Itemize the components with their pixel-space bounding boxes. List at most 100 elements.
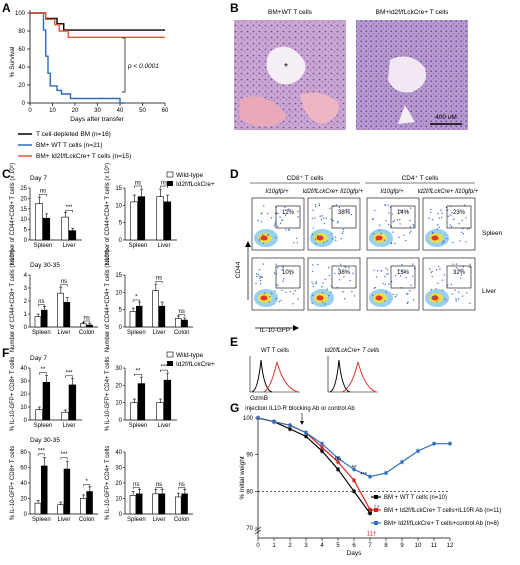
- flow-event: [276, 225, 279, 228]
- a-ytick-label: 0: [22, 101, 26, 107]
- flow-event: [432, 295, 434, 298]
- flow-event: [437, 282, 439, 285]
- flow-event: [436, 228, 438, 230]
- flow-event: [328, 274, 331, 277]
- category-label: Liver: [157, 423, 170, 429]
- panel-c-label: C: [2, 167, 11, 181]
- bar-wt: [129, 495, 137, 515]
- category-label: Spleen: [32, 517, 51, 523]
- a-xtick-label: 30: [94, 108, 101, 114]
- panel-a-legend: T cell-depleted BM (n=16) BM+ WT T cells…: [18, 131, 131, 160]
- bar-id2: [63, 301, 71, 328]
- flow-event: [269, 295, 271, 298]
- flow-density-core: [260, 235, 268, 241]
- sig-bracket: [160, 185, 168, 188]
- g-point: [336, 456, 340, 460]
- flow-event: [388, 212, 390, 214]
- bar-wt: [129, 311, 137, 328]
- flow-event: [456, 267, 458, 269]
- a-series-line-2: [30, 12, 165, 38]
- sig-label: ns: [83, 316, 89, 322]
- flow-event: [349, 279, 351, 282]
- flow-event: [294, 290, 296, 292]
- flow-event: [441, 242, 443, 244]
- flow-event: [455, 263, 458, 265]
- flow-event: [392, 221, 394, 223]
- flow-event: [292, 303, 294, 305]
- flow-event: [283, 278, 285, 280]
- flow-event: [385, 291, 387, 293]
- flow-event: [405, 293, 408, 295]
- bar-id2: [181, 319, 188, 328]
- flow-event: [284, 214, 287, 216]
- flow-event: [460, 274, 463, 276]
- flow-event: [376, 276, 378, 278]
- category-label: Colon: [174, 517, 190, 523]
- g-point: [400, 460, 404, 464]
- panel-b-title-id2: BM+Id2f/fLckCre+ T cells: [376, 9, 449, 16]
- bar-id2: [86, 324, 93, 328]
- g-ytick-label: 100: [243, 416, 254, 422]
- flow-event: [443, 274, 446, 276]
- flow-event: [442, 240, 445, 242]
- flow-event: [273, 225, 276, 227]
- category-label: Liver: [57, 517, 70, 523]
- panel-d-head-2: Il10gfp/+: [380, 189, 404, 195]
- flow-event: [466, 292, 468, 294]
- panel-a-pvalue: p < 0.0001: [127, 63, 159, 70]
- y-tick-label: 0: [24, 325, 28, 331]
- flow-event: [380, 269, 383, 272]
- sig-bracket: [134, 185, 142, 188]
- flow-event: [311, 264, 314, 266]
- flow-event: [260, 276, 262, 278]
- flow-event: [386, 269, 389, 271]
- flow-gate: [331, 205, 357, 229]
- a-xtick-label: 10: [49, 108, 56, 114]
- flow-event: [289, 291, 292, 293]
- flow-event: [451, 293, 454, 295]
- g-ytick-label: 70: [246, 526, 253, 532]
- flow-event: [288, 228, 290, 231]
- y-tick-label: 10: [115, 203, 122, 209]
- flow-event: [287, 208, 290, 210]
- flow-event: [260, 213, 262, 215]
- category-label: Liver: [152, 330, 165, 336]
- flow-event: [264, 292, 266, 294]
- flow-event: [258, 240, 261, 242]
- flow-event: [372, 232, 375, 235]
- g-death-label: 11†: [367, 531, 377, 537]
- flow-event: [342, 231, 344, 233]
- legend-a-1: BM+ WT T cells (n=21): [36, 142, 102, 149]
- flow-event: [409, 219, 411, 222]
- flow-event: [275, 297, 277, 300]
- g-point: [368, 511, 372, 515]
- category-label: Liver: [152, 517, 165, 523]
- flow-event: [449, 214, 452, 216]
- flow-event: [314, 217, 316, 219]
- g-ytick-label: 80: [246, 489, 253, 495]
- g-point: [272, 420, 276, 424]
- flow-event: [457, 298, 460, 300]
- g-xtick-label: 0: [256, 543, 260, 549]
- g-point: [256, 416, 260, 420]
- flow-event: [276, 212, 278, 215]
- panel-d-row-liver: Liver: [482, 288, 497, 295]
- flow-event: [380, 232, 382, 235]
- y-tick-label: 10: [20, 405, 27, 411]
- flow-event: [437, 213, 439, 215]
- flow-event: [297, 216, 299, 218]
- legend-c-id2: Id2f/fLckCre+: [176, 181, 215, 188]
- bar-wt: [175, 496, 182, 515]
- flow-event: [378, 229, 380, 232]
- flow-event: [400, 270, 402, 272]
- panel-a-ylabel: % Survival: [9, 46, 16, 77]
- flow-event: [329, 207, 331, 210]
- panel-f-day7: Day 7: [30, 355, 47, 362]
- flow-event: [462, 233, 465, 235]
- flow-event: [321, 215, 323, 217]
- a-xtick-label: 20: [72, 108, 79, 114]
- legend-g-1: BM + Id2f/fLckCre+ T cells+IL10R Ab (n=1…: [384, 508, 501, 514]
- g-xtick-label: 4: [320, 543, 324, 549]
- flow-gate-percent: 14%: [397, 210, 410, 216]
